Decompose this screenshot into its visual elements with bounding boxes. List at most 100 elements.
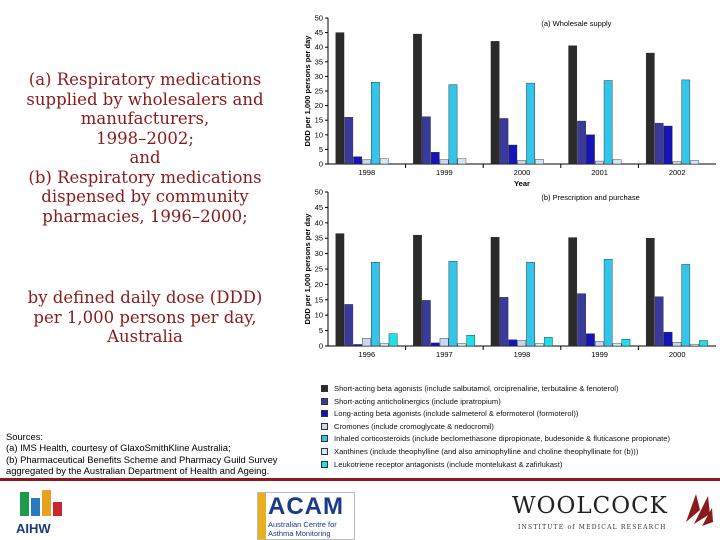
bar-1-1 <box>344 304 354 347</box>
x-tick-label: 1999 <box>591 350 608 359</box>
aihw-logo: AIHW <box>14 488 66 536</box>
bar-1-3 <box>672 342 682 347</box>
footer-logos: AIHW ACAM Australian Centre for Asthma M… <box>0 484 720 540</box>
y-tick-label: 5 <box>319 326 323 335</box>
bar-1-2 <box>353 344 362 347</box>
legend-label: Long-acting beta agonists (include salme… <box>334 409 579 419</box>
bar-0-5 <box>379 158 389 165</box>
title-line: dispensed by community <box>41 187 249 206</box>
bar-0-0 <box>645 52 655 165</box>
legend-label: Cromones (include cromoglycate & nedocro… <box>334 421 494 431</box>
y-tick-label: 50 <box>315 188 323 197</box>
woolcock-sub: INSTITUTE of MEDICAL RESEARCH <box>518 524 667 531</box>
bar-0-1 <box>499 118 509 165</box>
subtitle: by defined daily dose (DDD) per 1,000 pe… <box>4 288 286 347</box>
woolcock-emblem-icon <box>686 494 713 526</box>
woolcock-text: WOOLCOCK <box>512 493 668 519</box>
bar-1-2 <box>508 339 518 347</box>
bar-0-0 <box>413 33 422 165</box>
acam-logo: ACAM Australian Centre for Asthma Monito… <box>257 492 355 540</box>
y-tick-label: 20 <box>315 280 323 289</box>
bar-0-3 <box>517 160 527 165</box>
bar-1-4 <box>603 258 613 347</box>
bar-0-4 <box>681 79 691 165</box>
y-tick-label: 10 <box>315 130 323 139</box>
bar-1-0 <box>413 234 422 347</box>
x-tick-label: 2000 <box>514 168 531 177</box>
y-tick-label: 45 <box>315 28 323 37</box>
y-tick-label: 10 <box>315 311 323 320</box>
subtitle-line: per 1,000 persons per day, <box>33 307 257 327</box>
y-tick-label: 30 <box>315 72 323 81</box>
bar-0-5 <box>535 159 544 165</box>
bar-1-2 <box>586 333 595 347</box>
legend-label: Inhaled corticosteroids (include beclome… <box>334 434 671 444</box>
bar-0-3 <box>672 161 682 165</box>
y-tick-label: 40 <box>315 43 323 52</box>
sources-line: (a) IMS Health, courtesy of GlaxoSmithKl… <box>6 442 231 454</box>
legend-swatch <box>321 460 328 468</box>
bar-1-6 <box>388 333 398 347</box>
y-tick-label: 30 <box>315 249 323 258</box>
title-line: manufacturers, <box>80 109 210 128</box>
y-axis-label: DDD per 1,000 persons per day <box>303 213 312 325</box>
subtitle-line: Australia <box>107 327 183 346</box>
legend-label: Leukotriene receptor antagonists (includ… <box>334 459 563 469</box>
sources-line: (b) Pharmaceutical Benefits Scheme and P… <box>6 453 278 465</box>
x-tick-label: 1997 <box>436 350 453 359</box>
bar-0-4 <box>526 82 535 165</box>
legend-label: Short-acting beta agonists (include salb… <box>334 384 619 393</box>
acam-sub2: Asthma Monitoring <box>268 529 331 538</box>
bar-1-4 <box>526 262 535 347</box>
y-tick-label: 50 <box>315 14 323 23</box>
bar-1-0 <box>645 238 655 347</box>
bar-1-0 <box>335 233 345 347</box>
bar-1-4 <box>681 264 691 347</box>
title-line: 1998–2002; <box>96 128 194 148</box>
aihw-mark-icon <box>20 490 62 516</box>
x-tick-label: 2000 <box>669 350 686 359</box>
bar-1-3 <box>517 340 527 347</box>
y-tick-label: 5 <box>319 145 323 154</box>
bar-0-3 <box>439 159 449 165</box>
bar-1-2 <box>430 342 440 347</box>
prescription-purchase-chart: 0 5 10 15 20 25 30 35 40 45 50 DDD per 1,000 person… <box>303 188 716 359</box>
aihw-text: AIHW <box>16 521 51 536</box>
bar-0-2 <box>663 125 673 165</box>
acam-bar <box>258 493 266 539</box>
x-tick-label: 1999 <box>436 168 453 177</box>
x-tick-label: 1998 <box>358 168 375 177</box>
bar-0-2 <box>430 152 440 165</box>
title-line: and <box>129 148 161 167</box>
y-tick-label: 25 <box>315 87 323 96</box>
bar-0-0 <box>335 32 345 165</box>
y-tick-label: 25 <box>315 265 323 274</box>
y-tick-label: 15 <box>315 116 323 125</box>
bar-0-2 <box>508 144 518 165</box>
title-line: (b) Respiratory medications <box>28 167 262 187</box>
bar-1-1 <box>654 296 664 347</box>
y-tick-label: 0 <box>319 160 323 169</box>
bar-1-3 <box>362 338 371 347</box>
legend-label: Short-acting anticholinergics (include i… <box>334 396 501 406</box>
bar-1-5 <box>612 343 622 347</box>
bar-1-5 <box>535 343 544 347</box>
subtitle-line: by defined daily dose (DDD) <box>27 288 263 307</box>
bar-1-5 <box>379 343 389 347</box>
bar-0-3 <box>362 159 371 165</box>
bar-1-6 <box>543 337 553 347</box>
bar-1-0 <box>568 237 578 347</box>
y-tick-label: 35 <box>315 234 323 243</box>
legend-swatch <box>321 448 328 455</box>
acam-text: ACAM <box>268 493 344 520</box>
bar-0-1 <box>422 116 431 165</box>
bar-0-5 <box>690 160 699 165</box>
y-tick-label: 15 <box>315 295 323 304</box>
x-tick-label: 2002 <box>669 168 686 177</box>
x-tick-label: 2001 <box>591 168 608 177</box>
acam-sub1: Australian Centre for <box>268 520 337 529</box>
y-tick-label: 0 <box>319 342 323 351</box>
bar-0-5 <box>612 159 622 165</box>
bar-1-6 <box>621 339 631 347</box>
legend-swatch <box>321 435 328 443</box>
